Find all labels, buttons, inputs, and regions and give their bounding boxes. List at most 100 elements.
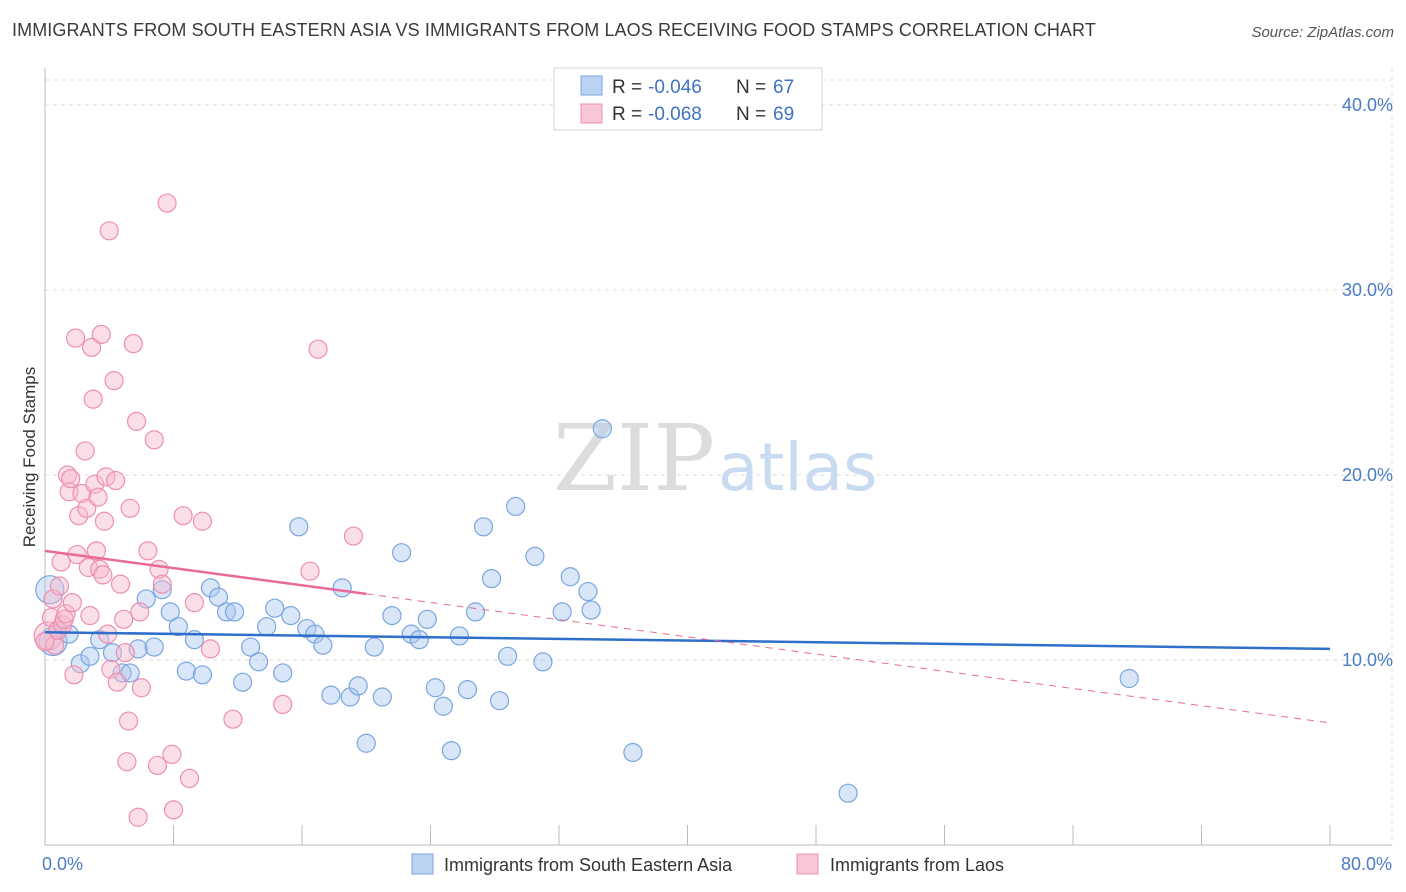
points-pink-point-40 <box>114 609 134 629</box>
points-pink-point-29 <box>91 324 111 344</box>
points-pink-point-49 <box>131 678 151 698</box>
legend-r-label-2: R = <box>612 104 642 125</box>
points-blue-point-5 <box>80 646 100 666</box>
points-blue-point-37 <box>348 676 368 696</box>
y-tick-label-10: 10.0% <box>1342 650 1393 670</box>
points-pink-point-27 <box>88 487 108 507</box>
points-pink-point-57 <box>163 800 184 820</box>
x-tick-label-max: 80.0% <box>1341 854 1392 874</box>
points-pink-point-55 <box>157 193 177 213</box>
points-blue-point-47 <box>433 696 453 716</box>
points-blue-point-57 <box>525 546 545 567</box>
points-blue-point-44 <box>409 630 429 650</box>
points-blue-point-23 <box>232 672 253 692</box>
points-pink-point-24 <box>83 389 103 409</box>
points-blue-point-24 <box>241 637 261 657</box>
points-pink-point-32 <box>96 467 116 487</box>
series-laos-points <box>33 193 363 827</box>
points-blue-point-46 <box>425 678 445 698</box>
points-pink-point-68 <box>35 631 55 652</box>
points-pink-point-51 <box>144 430 164 450</box>
points-pink-point-10 <box>57 465 78 485</box>
points-pink-point-65 <box>300 561 320 581</box>
points-blue-point-20 <box>208 587 229 607</box>
points-pink-point-48 <box>130 602 150 622</box>
points-pink-point-30 <box>93 565 113 585</box>
points-blue-point-38 <box>356 733 376 753</box>
points-blue-point-36 <box>340 687 360 707</box>
points-blue-point-39 <box>364 637 384 657</box>
points-blue-point-55 <box>498 646 518 666</box>
points-pink-point-37 <box>106 470 126 491</box>
points-blue-point-60 <box>560 567 580 587</box>
points-pink-point-6 <box>51 552 71 572</box>
points-blue-point-66 <box>1119 668 1139 689</box>
legend-n-label-1: N = <box>736 77 766 98</box>
points-pink-point-62 <box>200 639 221 659</box>
watermark: ZIP atlas <box>553 405 878 512</box>
points-pink-point-28 <box>90 559 110 579</box>
points-blue-point-58 <box>533 652 553 672</box>
points-blue-point-16 <box>176 661 196 681</box>
points-blue-point-22 <box>224 602 245 622</box>
trend-lines <box>44 549 1331 724</box>
legend-r-value-1: -0.046 <box>648 77 702 98</box>
points-blue-point-62 <box>581 600 601 620</box>
points-blue-point-27 <box>265 598 285 618</box>
points-blue-point-48 <box>441 741 461 761</box>
y-tick-label-40: 40.0% <box>1342 95 1393 115</box>
bottom-legend-swatch-pink <box>796 853 819 875</box>
bottom-legend: Immigrants from South Eastern Asia Immig… <box>411 853 1004 875</box>
trend-line-south-eastern-asia <box>44 631 1331 651</box>
points-blue-point-29 <box>281 605 301 626</box>
trend-line-laos-solid <box>44 549 367 596</box>
points-pink-point-34 <box>99 221 119 241</box>
legend-n-value-1: 67 <box>773 77 794 98</box>
points-blue-point-15 <box>168 617 188 637</box>
points-pink-point-26 <box>86 541 107 561</box>
points-blue-point-8 <box>112 663 132 683</box>
legend-swatch-pink <box>580 103 603 124</box>
points-blue-point-40 <box>372 687 392 707</box>
watermark-atlas: atlas <box>718 429 878 506</box>
points-blue-point-50 <box>457 679 478 700</box>
points-pink-point-19 <box>75 441 95 461</box>
points-blue-point-32 <box>305 624 325 644</box>
y-tick-label-30: 30.0% <box>1342 280 1393 300</box>
points-blue-point-30 <box>289 517 309 537</box>
points-blue-point-3 <box>59 624 79 644</box>
points-pink-point-67 <box>343 526 363 546</box>
points-pink-point-18 <box>72 483 92 504</box>
source-label: Source: ZipAtlas.com <box>1251 24 1394 41</box>
bottom-legend-label-2: Immigrants from Laos <box>830 855 1004 875</box>
points-blue-point-0 <box>35 575 65 605</box>
points-blue-point-13 <box>152 580 172 600</box>
points-blue-point-26 <box>257 617 277 637</box>
bottom-legend-label-1: Immigrants from South Eastern Asia <box>444 855 733 875</box>
points-pink-point-5 <box>49 576 70 596</box>
points-pink-point-64 <box>273 694 293 715</box>
points-blue-point-18 <box>192 665 213 685</box>
y-tick-label-20: 20.0% <box>1342 465 1393 485</box>
grid-lines <box>45 68 1393 845</box>
points-pink-point-17 <box>69 506 89 526</box>
points-pink-point-50 <box>138 541 158 561</box>
points-blue-point-51 <box>465 602 486 622</box>
points-blue-point-28 <box>273 663 293 683</box>
points-pink-point-42 <box>117 752 137 772</box>
points-blue-point-49 <box>449 626 470 646</box>
legend-r-label-1: R = <box>612 77 642 98</box>
chart-title: IMMIGRANTS FROM SOUTH EASTERN ASIA VS IM… <box>12 20 1096 40</box>
points-pink-point-59 <box>179 768 200 789</box>
points-blue-point-56 <box>506 496 526 517</box>
points-pink-point-60 <box>184 593 204 613</box>
points-pink-point-44 <box>120 498 140 518</box>
points-pink-point-66 <box>308 339 328 359</box>
points-pink-point-13 <box>62 593 82 613</box>
points-blue-point-61 <box>578 581 598 602</box>
legend-r-value-2: -0.068 <box>648 104 702 125</box>
points-pink-point-38 <box>107 672 127 692</box>
points-blue-point-54 <box>489 691 510 711</box>
points-pink-point-45 <box>123 334 143 354</box>
